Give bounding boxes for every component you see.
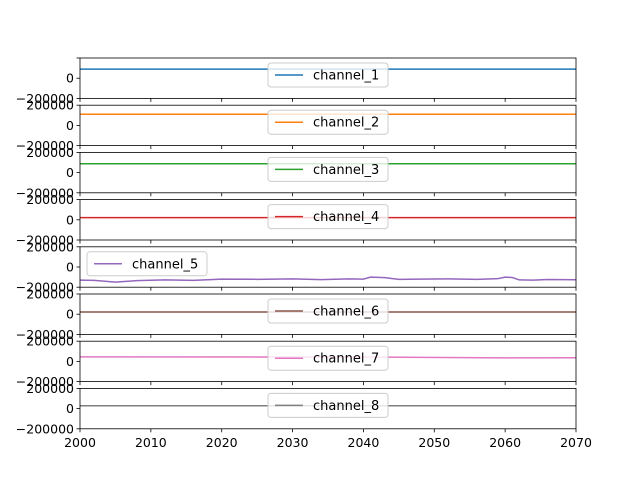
subplot-channel_6: −200000 0 200000 channel_6	[16, 287, 577, 342]
legend-channel_3: channel_3	[267, 156, 389, 182]
x-tick-label: 2050	[418, 435, 450, 450]
y-tick-label: −200000	[16, 233, 74, 248]
y-tick-label: −200000	[16, 280, 74, 295]
y-tick-label: −200000	[16, 185, 74, 200]
y-tick-label: 200000	[26, 192, 74, 207]
legend-channel_1: channel_1	[267, 62, 389, 88]
y-tick-label: 0	[66, 260, 74, 275]
y-tick-label: 0	[66, 212, 74, 227]
legend-label: channel_4	[313, 210, 379, 225]
y-tick-label: 200000	[26, 334, 74, 349]
legend-box	[267, 204, 389, 230]
series-line-channel_7	[79, 356, 577, 359]
legend-channel_8: channel_8	[267, 392, 389, 418]
legend-label: channel_5	[132, 257, 198, 272]
subplot-channel_4: −200000 0 200000 channel_4	[16, 192, 577, 248]
y-tick-label: 200000	[26, 145, 74, 160]
y-tick-label: 200000	[26, 239, 74, 254]
legend-channel_4: channel_4	[267, 204, 389, 230]
legend-channel_5: channel_5	[86, 251, 208, 277]
x-tick-label: 2060	[489, 435, 521, 450]
subplot-channel_3: −200000 0 200000 channel_3	[16, 145, 577, 200]
legend-label: channel_6	[313, 305, 379, 320]
subplot-channel_8: −200000 0 200000 2000 2010 2020 2030 2040 2050 20…	[16, 381, 592, 450]
y-tick-label: 200000	[26, 287, 74, 302]
x-tick-label: 2020	[206, 435, 238, 450]
x-tick-label: 2000	[64, 435, 96, 450]
y-tick-label: −200000	[16, 327, 74, 342]
legend-box	[267, 392, 389, 418]
y-tick-label: 0	[66, 354, 74, 369]
subplot-channel_2: −200000 0 200000 channel_2	[16, 98, 577, 153]
y-tick-label: 0	[66, 118, 74, 133]
legend-box	[267, 345, 389, 371]
legend-box	[267, 62, 389, 88]
legend-box	[267, 298, 389, 324]
legend-box	[267, 109, 389, 135]
x-tick-label: 2010	[135, 435, 167, 450]
x-tick-label: 2030	[277, 435, 309, 450]
y-tick-label: 200000	[26, 98, 74, 113]
y-tick-label: −200000	[16, 421, 74, 436]
legend-label: channel_2	[313, 116, 379, 131]
y-tick-label: −200000	[16, 91, 74, 106]
y-tick-label: 0	[66, 401, 74, 416]
legend-box	[86, 251, 208, 277]
legend-label: channel_8	[313, 399, 379, 414]
x-tick-label: 2070	[560, 435, 592, 450]
legend-channel_7: channel_7	[267, 345, 389, 371]
series-line-channel_5	[79, 276, 577, 283]
y-tick-label: 200000	[26, 381, 74, 396]
legend-label: channel_7	[313, 352, 379, 367]
legend-label: channel_3	[313, 163, 379, 178]
y-tick-label: −200000	[16, 138, 74, 153]
legend-box	[267, 156, 389, 182]
legend-channel_6: channel_6	[267, 298, 389, 324]
y-tick-label: 0	[66, 71, 74, 86]
legend-label: channel_1	[313, 69, 379, 84]
subplot-channel_1: −200000 0 channel_1	[16, 57, 577, 106]
y-tick-label: −200000	[16, 374, 74, 389]
y-tick-label: 0	[66, 307, 74, 322]
subplot-channel_7: −200000 0 200000 channel_7	[16, 334, 577, 389]
legend-channel_2: channel_2	[267, 109, 389, 135]
y-tick-label: 0	[66, 165, 74, 180]
subplot-channel_5: −200000 0 200000 channel_5	[16, 239, 577, 295]
x-tick-label: 2040	[348, 435, 380, 450]
